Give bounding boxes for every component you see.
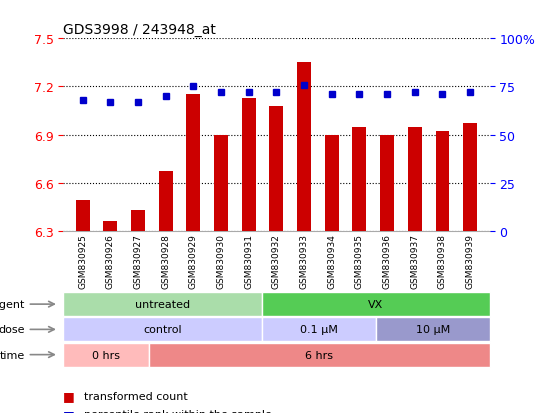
Bar (242, 98, 256, 231)
Bar (262, 318, 376, 342)
Text: 0.1 μM: 0.1 μM (300, 325, 338, 335)
Bar (376, 318, 490, 342)
Text: GSM830936: GSM830936 (383, 233, 392, 288)
Text: GSM830938: GSM830938 (438, 233, 447, 288)
Text: VX: VX (368, 299, 383, 309)
Text: untreated: untreated (135, 299, 190, 309)
Text: 6 hrs: 6 hrs (305, 350, 333, 360)
Bar (148, 343, 490, 367)
Bar (159, 172, 173, 231)
Text: 0 hrs: 0 hrs (92, 350, 120, 360)
Text: GSM830927: GSM830927 (134, 233, 142, 288)
Bar (63, 343, 148, 367)
Text: agent: agent (0, 299, 25, 309)
Text: GSM830925: GSM830925 (78, 233, 87, 288)
Bar (408, 127, 422, 231)
Bar (186, 95, 200, 231)
Bar (103, 222, 117, 231)
Bar (270, 107, 283, 231)
Text: 10 μM: 10 μM (416, 325, 450, 335)
Text: GSM830933: GSM830933 (300, 233, 309, 288)
Bar (131, 211, 145, 231)
Text: GSM830931: GSM830931 (244, 233, 253, 288)
Bar (463, 124, 477, 231)
Text: control: control (144, 325, 182, 335)
Bar (436, 132, 449, 231)
Text: GSM830934: GSM830934 (327, 233, 336, 288)
Text: GSM830930: GSM830930 (217, 233, 226, 288)
Bar (63, 292, 262, 316)
Bar (353, 127, 366, 231)
Text: GSM830939: GSM830939 (466, 233, 475, 288)
Text: ■: ■ (63, 389, 75, 402)
Bar (325, 135, 339, 231)
Text: GSM830932: GSM830932 (272, 233, 281, 288)
Bar (214, 135, 228, 231)
Bar (380, 135, 394, 231)
Bar (297, 63, 311, 231)
Text: transformed count: transformed count (84, 391, 188, 401)
Text: GSM830926: GSM830926 (106, 233, 115, 288)
Text: ■: ■ (63, 408, 75, 413)
Bar (262, 292, 490, 316)
Text: time: time (0, 350, 25, 360)
Text: GDS3998 / 243948_at: GDS3998 / 243948_at (63, 23, 216, 37)
Text: percentile rank within the sample: percentile rank within the sample (84, 409, 272, 413)
Text: dose: dose (0, 325, 25, 335)
Text: GSM830935: GSM830935 (355, 233, 364, 288)
Text: GSM830928: GSM830928 (161, 233, 170, 288)
Bar (63, 318, 262, 342)
Text: GSM830929: GSM830929 (189, 233, 198, 288)
Bar (76, 201, 90, 231)
Text: GSM830937: GSM830937 (410, 233, 419, 288)
